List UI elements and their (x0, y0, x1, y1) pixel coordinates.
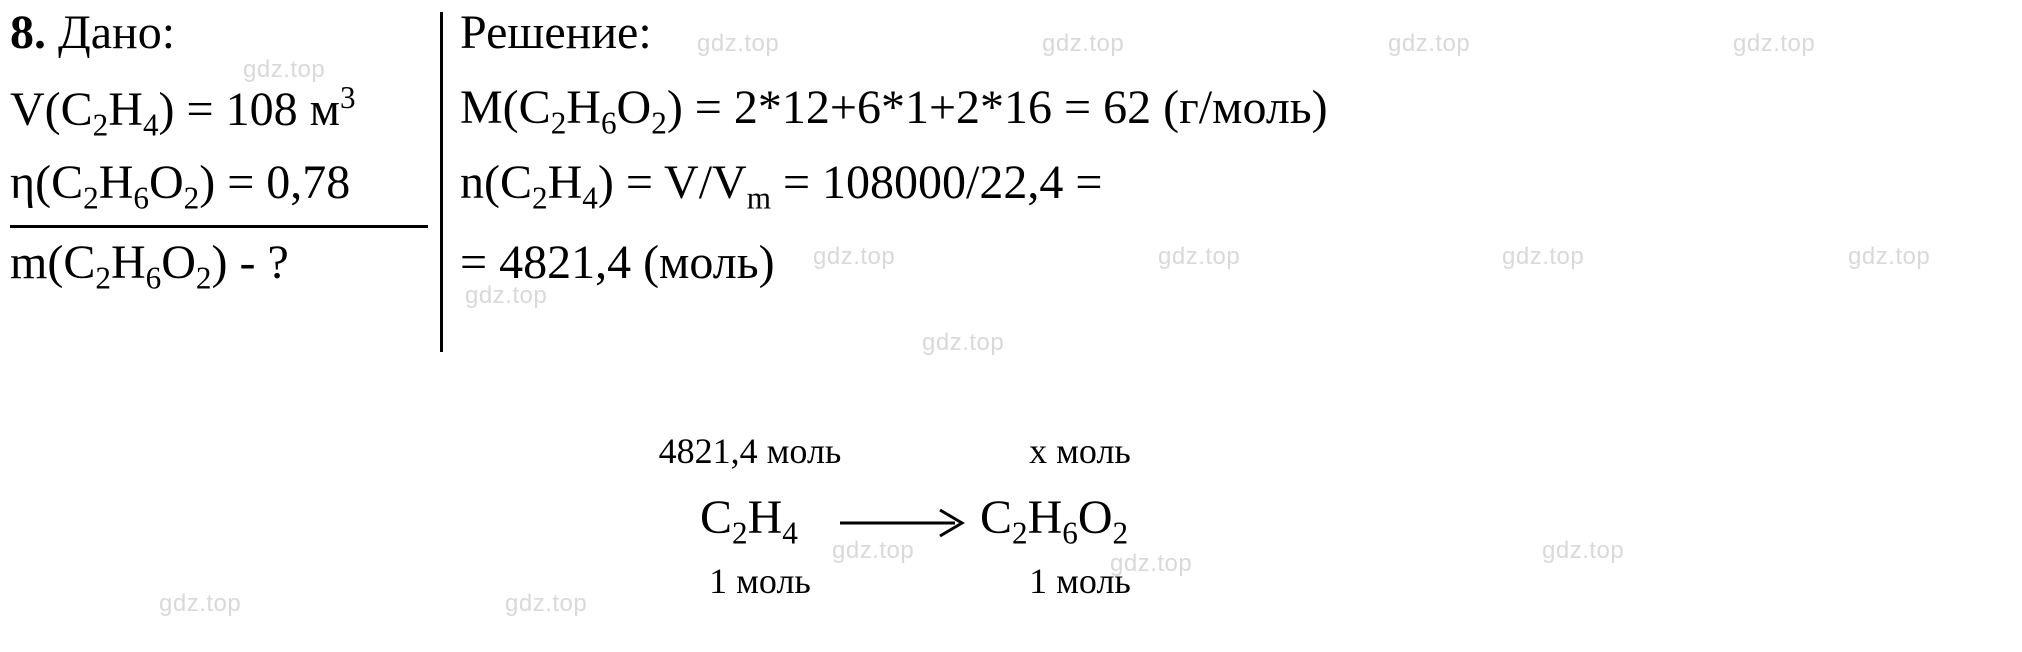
text: H (108, 83, 143, 136)
text: = 108000/22,4 = (771, 156, 1102, 209)
subscript: 4 (782, 516, 798, 551)
solution-line-1: M(C2H6O2) = 2*12+6*1+2*16 = 62 (г/моль) (460, 80, 1328, 142)
text: n(C (460, 156, 532, 209)
text: O (149, 156, 184, 209)
text: M(C (460, 81, 551, 134)
text: H (99, 156, 134, 209)
text: ) = 2*12+6*1+2*16 = 62 (г/моль) (667, 81, 1328, 134)
text: C (700, 491, 732, 544)
watermark: gdz.top (1388, 30, 1470, 58)
superscript: 3 (340, 80, 356, 115)
eq-over-left: 4821,4 моль (640, 430, 860, 472)
subscript: 2 (83, 181, 99, 216)
text: H (748, 491, 783, 544)
text: C (980, 491, 1012, 544)
watermark: gdz.top (1733, 30, 1815, 58)
given-line-3: m(C2H6O2) - ? (10, 235, 289, 297)
text: H (566, 81, 601, 134)
subscript: 4 (143, 108, 159, 143)
subscript: 6 (133, 181, 149, 216)
subscript: 2 (93, 108, 109, 143)
text: V(C (10, 83, 93, 136)
solution-label: Решение: (460, 6, 652, 59)
subscript: 2 (1012, 516, 1028, 551)
eq-over-right: х моль (980, 430, 1180, 472)
subscript: 2 (732, 516, 748, 551)
given-header: 8. Дано: (10, 5, 175, 60)
text: O (617, 81, 652, 134)
text: ) = 0,78 (199, 156, 350, 209)
subscript: 2 (1113, 516, 1129, 551)
subscript: 2 (196, 261, 212, 296)
eq-left-species: C2H4 (700, 490, 798, 552)
given-fraction-line (10, 225, 428, 228)
watermark: gdz.top (1042, 30, 1124, 58)
solution-header: Решение: (460, 5, 652, 60)
solution-line-3: = 4821,4 (моль) (460, 235, 775, 290)
text: η(C (10, 156, 83, 209)
subscript: 6 (146, 261, 162, 296)
subscript: 2 (95, 261, 111, 296)
section-divider (440, 12, 443, 352)
eq-right-species: C2H6O2 (980, 490, 1128, 552)
text: O (1078, 491, 1113, 544)
watermark: gdz.top (1848, 243, 1930, 271)
text: = 4821,4 (моль) (460, 236, 775, 289)
watermark: gdz.top (505, 590, 587, 618)
watermark: gdz.top (697, 30, 779, 58)
watermark: gdz.top (1542, 537, 1624, 565)
given-label: Дано: (58, 6, 175, 59)
given-line-2: η(C2H6O2) = 0,78 (10, 155, 350, 217)
problem-number: 8. (10, 6, 46, 59)
subscript: 2 (551, 106, 567, 141)
watermark: gdz.top (1502, 243, 1584, 271)
watermark: gdz.top (813, 243, 895, 271)
text: m(C (10, 236, 95, 289)
text: ) = 108 м (159, 83, 340, 136)
eq-under-right: 1 моль (1000, 560, 1160, 602)
subscript: 2 (532, 181, 548, 216)
text: H (111, 236, 146, 289)
solution-line-2: n(C2H4) = V/Vm = 108000/22,4 = (460, 155, 1102, 217)
watermark: gdz.top (1158, 243, 1240, 271)
text: ) = V/V (598, 156, 747, 209)
text: ) - ? (211, 236, 288, 289)
subscript: 4 (582, 181, 598, 216)
subscript: 2 (651, 106, 667, 141)
reaction-arrow-icon (840, 498, 970, 548)
eq-under-left: 1 моль (680, 560, 840, 602)
watermark: gdz.top (159, 590, 241, 618)
subscript: 2 (184, 181, 200, 216)
text: O (161, 236, 196, 289)
subscript: 6 (601, 106, 617, 141)
text: H (548, 156, 583, 209)
given-line-1: V(C2H4) = 108 м3 (10, 80, 356, 144)
watermark: gdz.top (922, 329, 1004, 357)
subscript: m (747, 181, 771, 216)
subscript: 6 (1062, 516, 1078, 551)
text: H (1028, 491, 1063, 544)
